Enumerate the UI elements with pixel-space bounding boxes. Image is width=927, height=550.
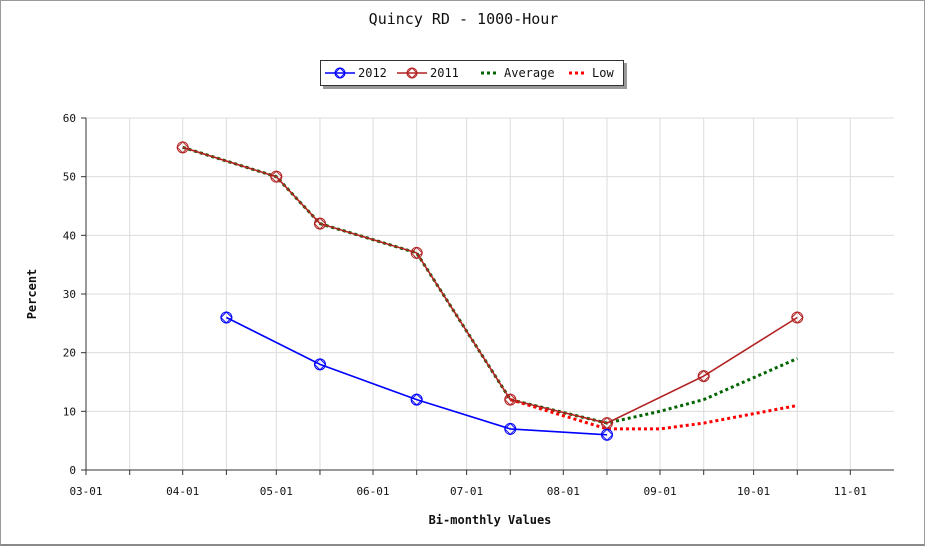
legend-item-2012: 2012 <box>325 61 387 85</box>
legend-label-average: Average <box>504 66 555 80</box>
y-axis-title: Percent <box>25 269 39 320</box>
data-point-2011 <box>410 246 423 260</box>
x-tick-label: 04-01 <box>166 485 199 498</box>
y-tick-label: 10 <box>63 405 76 418</box>
data-point-2011 <box>313 217 327 230</box>
marker-diamond <box>600 428 614 442</box>
marker-diamond <box>504 393 517 406</box>
x-tick-label: 11-01 <box>834 485 867 498</box>
legend-item-average: Average <box>479 61 555 85</box>
marker-diamond <box>220 311 233 324</box>
legend-marker-2012 <box>325 67 355 79</box>
data-point-2011 <box>600 416 614 430</box>
legend-label-2011: 2011 <box>430 66 459 80</box>
marker-diamond <box>313 358 327 371</box>
legend-marker-2011 <box>397 67 427 79</box>
legend: 2012 2011 Average Low <box>320 60 624 86</box>
x-tick-label: 07-01 <box>450 485 483 498</box>
legend-marker-low <box>569 71 587 75</box>
marker-diamond <box>410 246 423 260</box>
series-line-low <box>509 398 798 431</box>
y-tick-label: 40 <box>63 229 76 242</box>
series-line-2011 <box>182 146 798 424</box>
legend-marker-average <box>481 71 499 75</box>
data-point-2012 <box>504 422 517 436</box>
y-tick-label: 0 <box>69 464 76 477</box>
x-tick-label: 03-01 <box>69 485 102 498</box>
marker-diamond <box>410 393 423 406</box>
x-tick-label: 06-01 <box>356 485 389 498</box>
data-point-2012 <box>313 358 327 371</box>
data-point-2012 <box>600 428 614 442</box>
data-point-2012 <box>410 393 423 406</box>
data-point-2011 <box>176 141 189 154</box>
x-tick-label: 05-01 <box>260 485 293 498</box>
marker-diamond <box>313 217 327 230</box>
legend-label-low: Low <box>592 66 614 80</box>
y-tick-label: 60 <box>63 112 76 125</box>
marker-diamond <box>176 141 189 154</box>
y-tick-label: 30 <box>63 288 76 301</box>
marker-diamond <box>600 416 614 430</box>
series-line-2012 <box>226 316 608 436</box>
data-point-2011 <box>697 369 710 383</box>
chart-title: Quincy RD - 1000-Hour <box>368 10 559 28</box>
x-axis-title: Bi-monthly Values <box>429 513 552 527</box>
y-tick-label: 50 <box>63 171 76 184</box>
marker-diamond <box>697 369 710 383</box>
marker-diamond <box>504 422 517 436</box>
data-point-2011 <box>504 393 517 406</box>
data-point-2012 <box>220 311 233 324</box>
marker-diamond <box>791 311 804 324</box>
x-tick-label: 08-01 <box>547 485 580 498</box>
data-point-2011 <box>270 170 283 183</box>
legend-item-low: Low <box>567 61 614 85</box>
x-tick-label: 09-01 <box>643 485 676 498</box>
y-tick-label: 20 <box>63 347 76 360</box>
marker-diamond <box>270 170 283 183</box>
legend-label-2012: 2012 <box>358 66 387 80</box>
legend-item-2011: 2011 <box>397 61 459 85</box>
x-tick-label: 10-01 <box>737 485 770 498</box>
data-point-2011 <box>791 311 804 324</box>
